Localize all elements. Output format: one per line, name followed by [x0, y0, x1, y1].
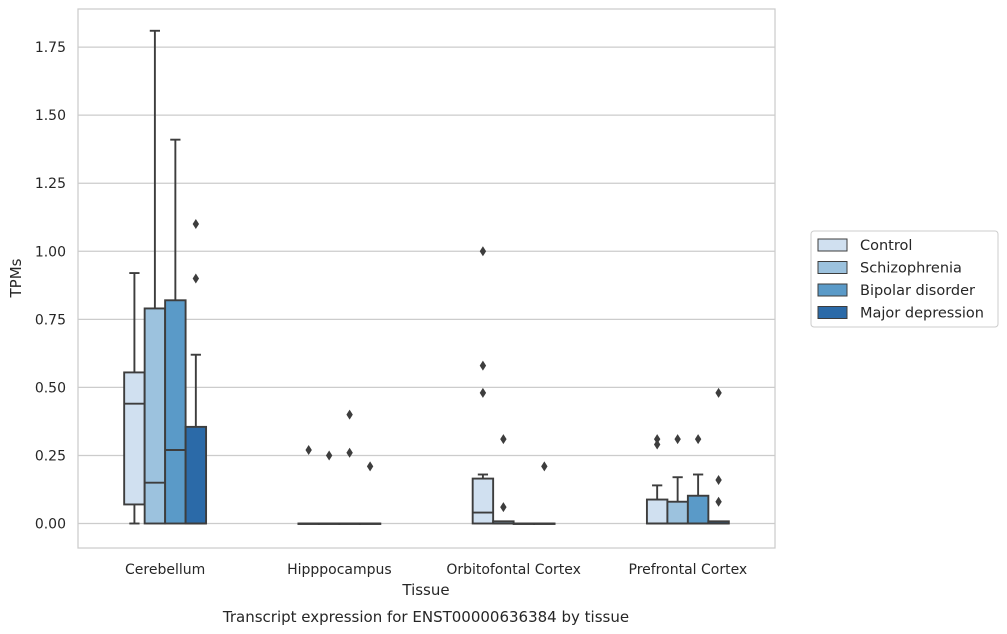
y-axis-label: TPMs [7, 258, 25, 298]
legend-label: Control [860, 238, 912, 254]
outlier-point [346, 447, 353, 458]
box-2-1 [338, 409, 361, 525]
outlier-point [479, 387, 487, 398]
outlier-point [366, 461, 374, 472]
box [184, 425, 208, 525]
box-0-3 [645, 434, 669, 525]
box-1-2 [492, 434, 515, 525]
legend-label: Bipolar disorder [860, 283, 975, 299]
box [143, 307, 167, 525]
x-tick-label: Hipppocampus [287, 562, 392, 578]
outlier-point [715, 387, 722, 398]
legend-frame [810, 230, 999, 328]
chart-title: Transcript expression for ENST0000063638… [222, 608, 629, 626]
box-0-2 [471, 246, 495, 525]
legend-label: Schizophrenia [860, 261, 962, 277]
box-3-2 [533, 461, 556, 525]
legend-swatch [817, 261, 848, 274]
box-3-0 [184, 219, 208, 525]
box-1-3 [666, 434, 689, 525]
box [686, 494, 710, 525]
box [666, 500, 689, 525]
y-tick-label: 1.00 [35, 244, 66, 260]
box-1-1 [317, 450, 341, 525]
y-tick-label: 0.00 [35, 517, 66, 533]
outlier-point [500, 434, 507, 445]
outlier-point [305, 445, 312, 455]
legend: Control Schizophrenia Bipolar disorder Majo… [810, 230, 999, 328]
plot-frame [77, 8, 776, 549]
legend-swatch [817, 283, 848, 297]
box-layer [123, 29, 730, 525]
y-tick-label: 0.50 [35, 380, 66, 396]
box [164, 299, 187, 525]
outlier-point [192, 219, 200, 230]
box-0-1 [297, 445, 320, 525]
box [123, 371, 146, 506]
outlier-point [346, 409, 353, 420]
legend-swatch [817, 238, 848, 252]
x-tick-label: Orbitofontal Cortex [446, 562, 581, 578]
legend-swatch [817, 306, 848, 319]
box-3-3 [707, 387, 730, 525]
outlier-point [479, 360, 487, 371]
y-tick-labels: 0.00 0.25 0.50 0.75 1.00 1.25 1.50 1.75 [35, 40, 66, 532]
y-tick-label: 1.25 [35, 176, 66, 192]
legend-items: Control Schizophrenia Bipolar disorder Majo… [817, 238, 984, 322]
box-1-0 [143, 29, 167, 525]
y-tick-label: 0.75 [35, 312, 66, 328]
outlier-point [715, 474, 722, 485]
box-2-2 [512, 522, 536, 525]
box-3-1 [358, 461, 382, 525]
box-2-0 [164, 138, 187, 525]
box [471, 477, 495, 525]
y-tick-label: 0.25 [35, 448, 66, 464]
outlier-point [653, 439, 661, 450]
x-tick-label: Cerebellum [125, 562, 205, 578]
y-tick-label: 1.50 [35, 108, 66, 124]
outlier-point [694, 434, 702, 445]
box-0-0 [123, 272, 146, 525]
outlier-point [325, 450, 333, 461]
x-tick-label: Prefrontal Cortex [629, 562, 748, 578]
outlier-point [479, 246, 487, 257]
x-axis-label: Tissue [401, 581, 449, 599]
outlier-point [674, 434, 681, 445]
box-2-3 [686, 434, 710, 525]
legend-label: Major depression [860, 306, 984, 322]
outlier-point [541, 461, 548, 472]
box [645, 498, 669, 525]
x-tick-labels: Cerebellum Hipppocampus Orbitofontal Corte… [125, 562, 747, 578]
outlier-point [653, 434, 661, 445]
y-tick-label: 1.75 [35, 40, 66, 56]
outlier-point [192, 273, 200, 284]
outlier-point [715, 496, 722, 507]
outlier-point [500, 502, 507, 513]
